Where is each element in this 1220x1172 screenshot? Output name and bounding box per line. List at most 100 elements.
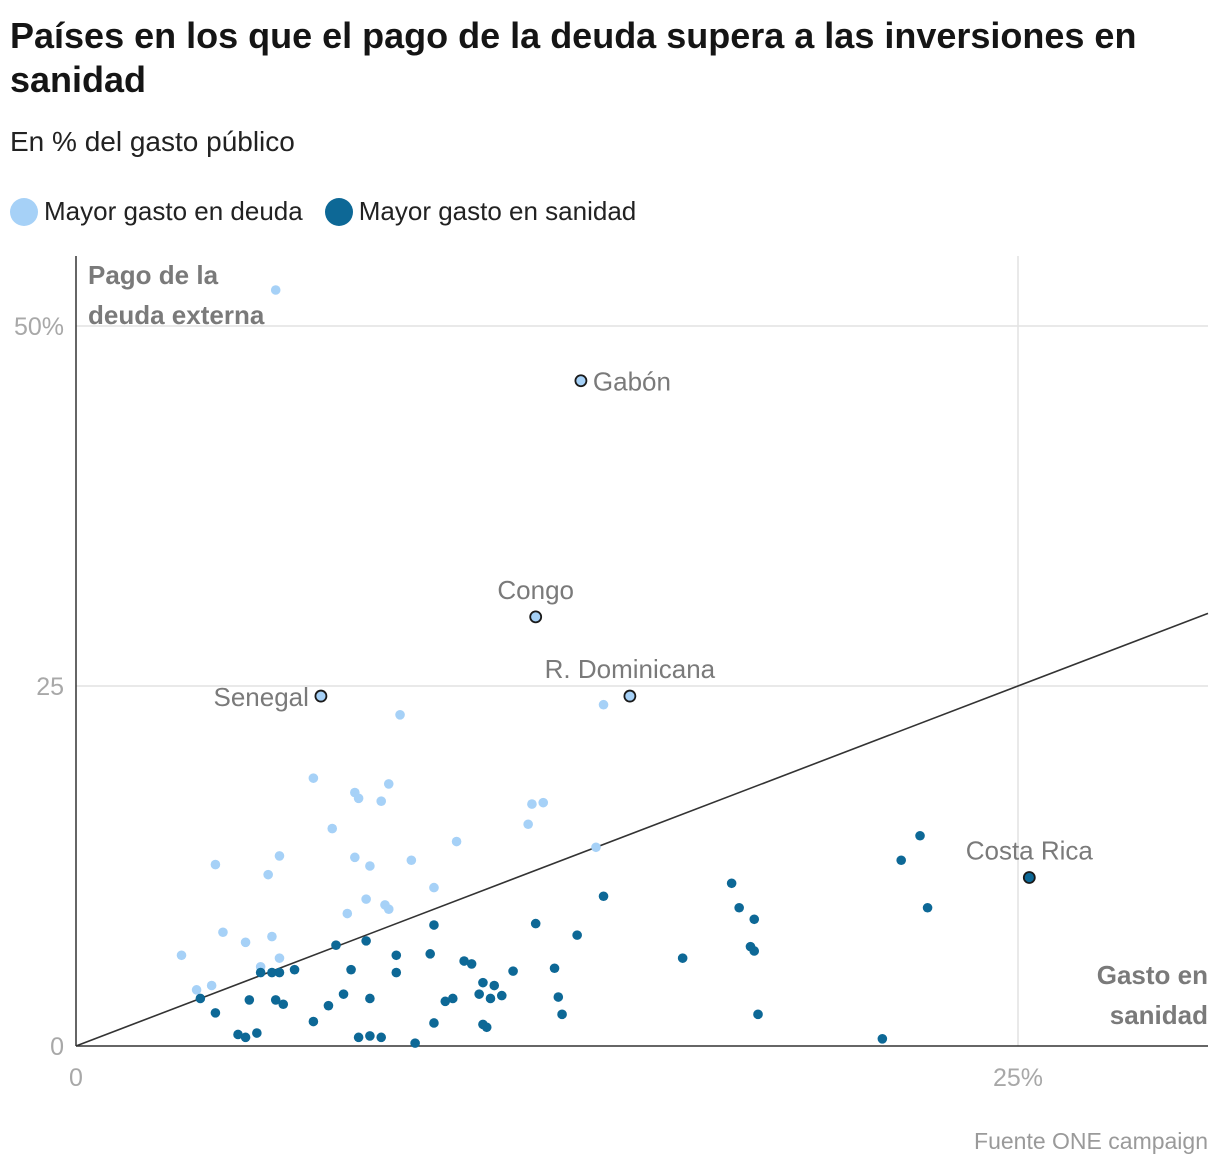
label-layer: Gabón Congo Senegal R. Dominicana Costa Rica — [213, 367, 1093, 866]
point-debt — [395, 710, 405, 720]
point-health — [353, 1032, 364, 1043]
point-health — [677, 953, 688, 963]
point-health — [240, 1032, 251, 1043]
point-health — [478, 977, 488, 988]
point-health — [440, 996, 451, 1007]
point-health — [429, 1018, 439, 1028]
point-health — [485, 993, 496, 1004]
point-health — [726, 878, 737, 889]
point-health — [1022, 871, 1036, 884]
source-note: Fuente ONE campaign — [974, 1128, 1208, 1154]
axis-layer: 0 25 50% 0 25% Pago de la deuda externa Gasto e… — [14, 256, 1208, 1092]
point-health — [753, 1009, 763, 1020]
point-debt — [267, 931, 277, 942]
point-health — [391, 967, 402, 978]
point-debt — [361, 894, 371, 904]
point-debt — [538, 797, 549, 808]
point-health — [195, 993, 206, 1004]
legend: Mayor gasto en deuda Mayor gasto en sani… — [10, 196, 658, 227]
point-debt — [574, 374, 588, 388]
point-health — [331, 940, 341, 950]
point-debt — [365, 861, 375, 871]
y-tick-label: 0 — [50, 1033, 64, 1061]
point-health — [459, 956, 469, 966]
point-health — [896, 855, 906, 866]
point-health — [915, 830, 925, 841]
point-debt — [383, 904, 394, 914]
point-health — [391, 950, 402, 961]
points-layer — [176, 285, 1036, 1048]
point-health — [270, 995, 281, 1005]
point-health — [274, 967, 285, 978]
x-tick-label: 0 — [69, 1064, 83, 1092]
point-health — [466, 959, 477, 969]
point-health — [745, 941, 756, 952]
point-health — [922, 902, 933, 913]
point-debt — [263, 869, 273, 880]
y-tick-label: 25 — [36, 673, 64, 701]
point-debt — [406, 855, 417, 866]
legend-label-debt: Mayor gasto en deuda — [44, 196, 303, 226]
point-health — [210, 1008, 221, 1018]
annotation-label: Congo — [497, 575, 574, 605]
point-health — [365, 1031, 375, 1041]
point-health — [244, 995, 255, 1005]
point-health — [376, 1032, 387, 1043]
point-debt — [376, 796, 387, 806]
point-health — [429, 920, 439, 930]
point-debt — [598, 699, 609, 710]
point-health — [481, 1022, 492, 1033]
point-health — [289, 964, 300, 975]
point-health — [267, 967, 277, 978]
point-health — [734, 902, 744, 913]
point-health — [749, 914, 760, 925]
point-health — [346, 964, 356, 975]
point-health — [572, 930, 582, 940]
point-health — [425, 949, 435, 959]
point-debt — [350, 852, 360, 863]
point-health — [557, 1009, 567, 1020]
point-debt — [429, 882, 439, 893]
point-debt — [527, 799, 537, 809]
point-debt — [274, 851, 285, 861]
point-health — [553, 992, 564, 1002]
point-health — [877, 1034, 888, 1044]
point-debt — [451, 836, 462, 847]
point-debt — [270, 285, 281, 295]
annotation-label: Gabón — [593, 367, 671, 397]
point-debt — [529, 610, 543, 624]
legend-swatch-health — [324, 197, 353, 226]
point-debt — [210, 859, 221, 870]
point-health — [233, 1029, 243, 1040]
point-debt — [327, 823, 338, 834]
point-health — [252, 1028, 262, 1038]
point-debt — [274, 953, 285, 963]
chart-subtitle: En % del gasto público — [10, 126, 295, 157]
point-health — [323, 1000, 334, 1011]
y-axis-title: Pago de la deuda externa — [88, 260, 265, 330]
point-debt — [383, 779, 394, 789]
point-health — [474, 989, 484, 999]
legend-item-health: Mayor gasto en sanidad — [324, 196, 637, 227]
annotation-label: Senegal — [213, 682, 308, 712]
point-debt — [308, 773, 319, 783]
point-health — [308, 1016, 319, 1027]
point-debt — [240, 937, 251, 948]
point-debt — [206, 980, 217, 991]
point-debt — [353, 793, 364, 804]
point-health — [489, 980, 500, 991]
annotation-label: Costa Rica — [966, 836, 1094, 866]
point-health — [496, 990, 507, 1001]
chart-title: Países en los que el pago de la deuda su… — [10, 15, 1137, 100]
point-health — [255, 967, 266, 978]
annotation-label: R. Dominicana — [545, 654, 716, 684]
point-debt — [523, 819, 533, 830]
legend-label-health: Mayor gasto en sanidad — [358, 196, 637, 226]
point-health — [598, 891, 609, 902]
point-health — [365, 993, 375, 1004]
point-health — [508, 966, 518, 976]
point-health — [338, 989, 349, 999]
point-debt — [342, 908, 353, 919]
legend-swatch-debt — [10, 197, 38, 226]
